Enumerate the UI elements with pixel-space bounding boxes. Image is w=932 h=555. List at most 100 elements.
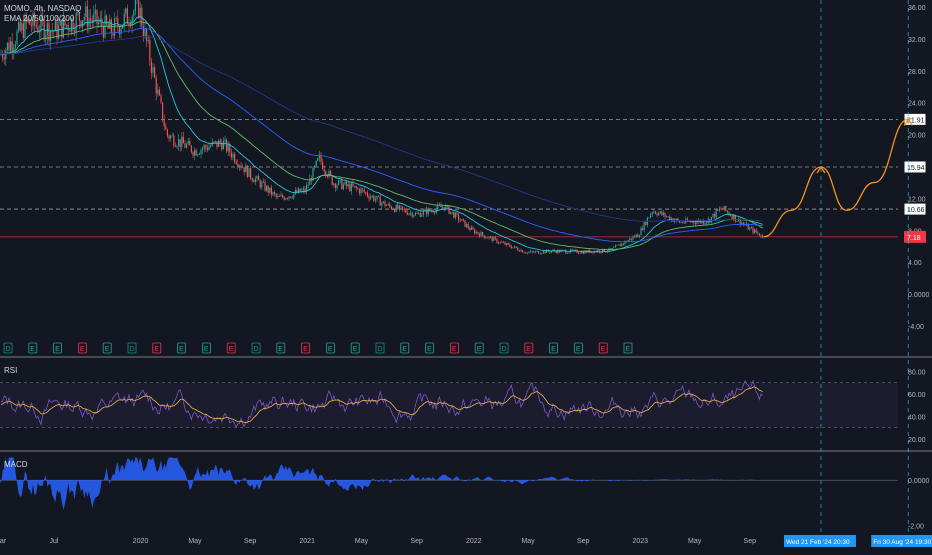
candle xyxy=(202,149,203,150)
candle xyxy=(84,17,85,20)
candle xyxy=(240,165,241,167)
candle xyxy=(170,136,171,139)
candle xyxy=(362,189,363,190)
event-marker-label: E xyxy=(303,346,308,353)
candle xyxy=(522,250,523,252)
candle xyxy=(532,251,533,252)
candle xyxy=(290,197,291,198)
candle xyxy=(261,182,262,187)
candle xyxy=(706,223,707,224)
candle xyxy=(442,207,443,208)
y-tick-label: 36.00 xyxy=(908,5,926,12)
candle xyxy=(176,146,177,147)
candle xyxy=(359,189,360,193)
candle xyxy=(456,213,457,215)
candle xyxy=(168,136,169,139)
symbol-label[interactable]: MOMO, 4h, NASDAQ xyxy=(4,4,81,14)
candle xyxy=(568,253,569,254)
candle xyxy=(533,252,534,253)
candle xyxy=(386,205,387,206)
candle xyxy=(567,253,568,254)
y-tick-label: 4.00 xyxy=(908,260,922,267)
candle xyxy=(333,184,334,185)
candle xyxy=(96,10,97,24)
candle xyxy=(344,182,345,185)
candle xyxy=(514,246,515,247)
candle xyxy=(511,247,512,249)
event-marker-label: D xyxy=(378,346,383,353)
candle xyxy=(128,24,129,25)
candle xyxy=(183,137,184,144)
x-tick-label: May xyxy=(688,538,702,545)
candle xyxy=(365,192,366,193)
rsi-label[interactable]: RSI xyxy=(4,366,17,375)
candle xyxy=(397,205,398,209)
candle xyxy=(464,220,465,227)
candle xyxy=(381,203,382,206)
candle xyxy=(490,237,491,238)
candle xyxy=(512,247,513,248)
candle xyxy=(716,210,717,217)
candle xyxy=(471,227,472,229)
candle xyxy=(292,198,293,199)
ema-label[interactable]: EMA 20/50/100/200 xyxy=(4,14,81,24)
candle xyxy=(255,179,256,183)
rsi-tick-label: 20.00 xyxy=(908,437,926,444)
candle xyxy=(98,22,99,24)
candle xyxy=(172,136,173,137)
candle xyxy=(717,210,718,211)
candle xyxy=(271,188,272,195)
candle xyxy=(751,228,752,229)
candle xyxy=(469,228,470,230)
candle xyxy=(392,209,393,210)
candle xyxy=(143,26,144,36)
candle xyxy=(509,244,510,246)
candle xyxy=(725,206,726,211)
candle xyxy=(194,150,195,155)
candle xyxy=(408,213,409,214)
candle xyxy=(389,204,390,206)
candle xyxy=(173,136,174,146)
candle xyxy=(727,211,728,213)
candle xyxy=(373,196,374,201)
candle xyxy=(600,252,601,253)
candle xyxy=(218,141,219,147)
candle xyxy=(632,236,633,239)
event-marker-label: E xyxy=(427,346,432,353)
candle xyxy=(248,168,249,177)
candle xyxy=(226,140,227,152)
candle xyxy=(720,209,721,210)
event-marker-label: E xyxy=(601,346,606,353)
candle xyxy=(415,213,416,215)
candle xyxy=(135,0,136,11)
x-tick-label: May xyxy=(521,538,535,545)
candle xyxy=(520,250,521,251)
candle xyxy=(527,253,528,254)
macd-label[interactable]: MACD xyxy=(4,460,28,469)
candle xyxy=(360,189,361,194)
candle xyxy=(152,67,153,72)
candle xyxy=(276,194,277,197)
level-tag-label: 15.94 xyxy=(907,165,925,172)
candle xyxy=(730,215,731,216)
candle xyxy=(4,57,5,59)
candle xyxy=(504,242,505,244)
candle xyxy=(620,245,621,247)
candle xyxy=(196,150,197,155)
candle xyxy=(324,169,325,171)
event-marker-label: D xyxy=(130,346,135,353)
event-marker-label: E xyxy=(229,346,234,353)
candle xyxy=(316,161,317,166)
candle xyxy=(722,209,723,210)
candle xyxy=(549,252,550,253)
candle xyxy=(282,195,283,197)
candle xyxy=(508,243,509,244)
candle xyxy=(69,30,70,31)
y-tick-label: 32.00 xyxy=(908,37,926,44)
candle xyxy=(692,221,693,222)
candle xyxy=(399,206,400,209)
candle xyxy=(56,22,57,39)
candle xyxy=(613,247,614,248)
candle xyxy=(484,235,485,238)
